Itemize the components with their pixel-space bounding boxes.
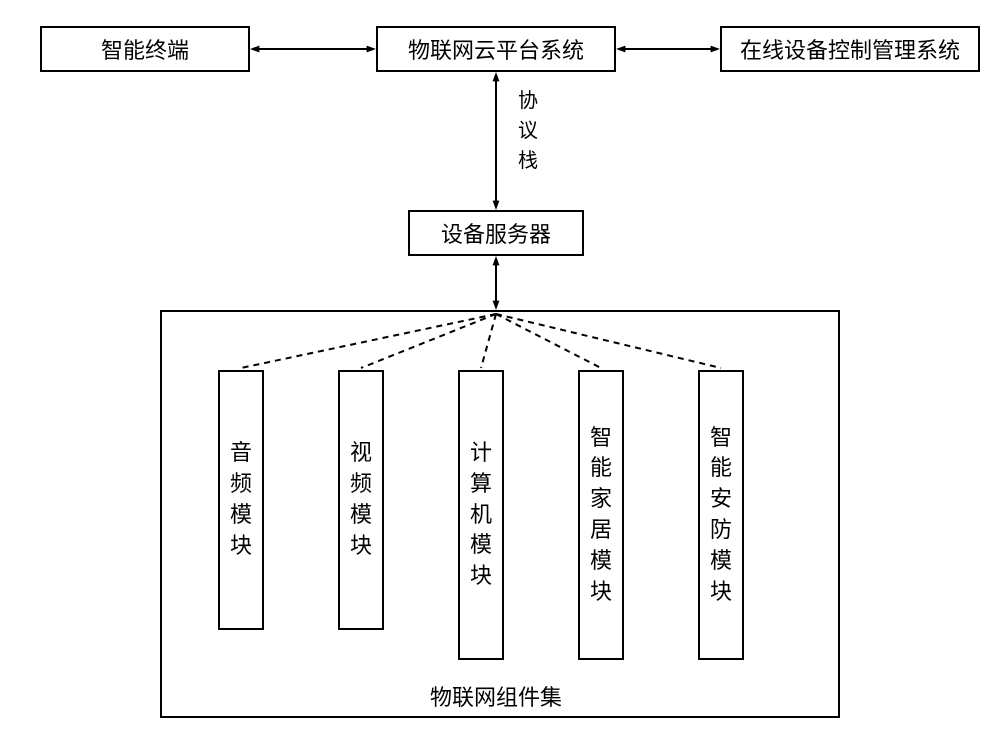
node-video-module: 视频模块: [338, 370, 384, 630]
node-device-server: 设备服务器: [408, 210, 584, 256]
node-terminal-label: 智能终端: [101, 33, 189, 65]
node-cloud-platform: 物联网云平台系统: [376, 26, 616, 72]
node-computer-module: 计算机模块: [458, 370, 504, 660]
node-terminal: 智能终端: [40, 26, 250, 72]
edge-label-protocol-stack: 协议栈: [516, 86, 540, 176]
node-cloud-platform-label: 物联网云平台系统: [408, 33, 584, 65]
node-device-management: 在线设备控制管理系统: [720, 26, 980, 72]
container-iot-components-label: 物联网组件集: [430, 680, 562, 712]
node-audio-module: 音频模块: [218, 370, 264, 630]
node-device-server-label: 设备服务器: [441, 217, 551, 249]
node-smart-security-module: 智能安防模块: [698, 370, 744, 660]
node-smart-home-module: 智能家居模块: [578, 370, 624, 660]
node-device-management-label: 在线设备控制管理系统: [740, 33, 960, 65]
